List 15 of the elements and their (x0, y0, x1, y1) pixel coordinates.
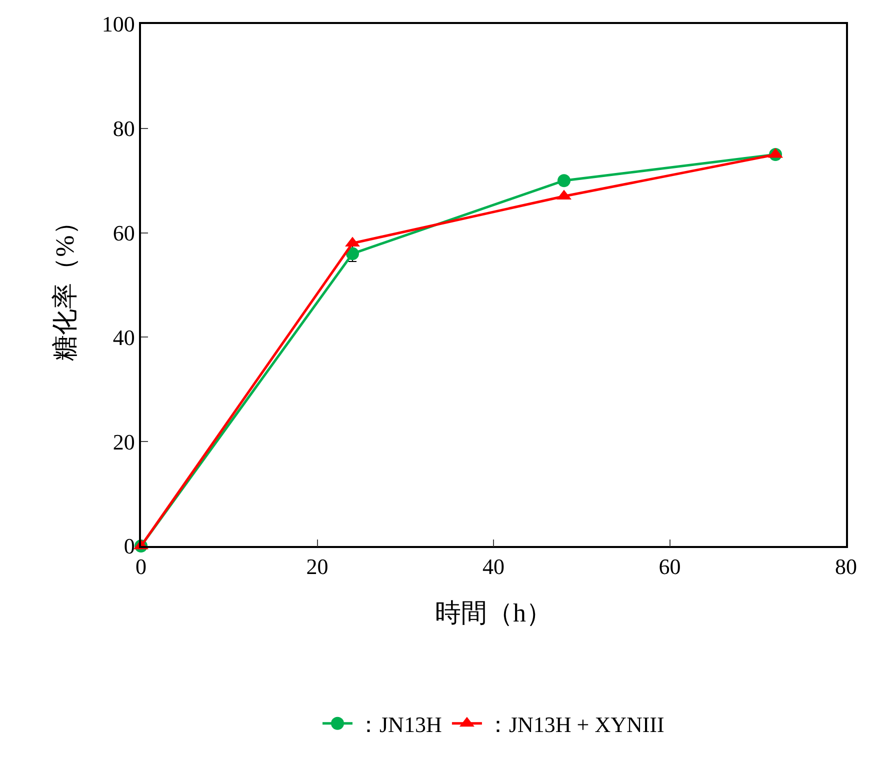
x-tick-label: 40 (482, 554, 504, 580)
x-axis-title: 時間（h） (435, 598, 552, 628)
y-tick-label: 0 (124, 534, 135, 559)
y-tick-label: 60 (112, 220, 135, 246)
y-tick-label: 80 (112, 116, 135, 142)
y-tick-label: 40 (112, 324, 135, 350)
y-tick-label: 20 (112, 429, 135, 454)
x-tick-label: 60 (658, 554, 681, 580)
legend-label: ：JN13H + XYNIII (486, 712, 664, 737)
legend-label: ：JN13H (358, 712, 442, 737)
y-axis-title: 糖化率（%） (50, 209, 80, 361)
point (558, 174, 570, 188)
x-tick-label: 20 (306, 554, 328, 580)
x-tick-label: 80 (835, 554, 857, 580)
y-tick-label: 100 (102, 12, 135, 37)
